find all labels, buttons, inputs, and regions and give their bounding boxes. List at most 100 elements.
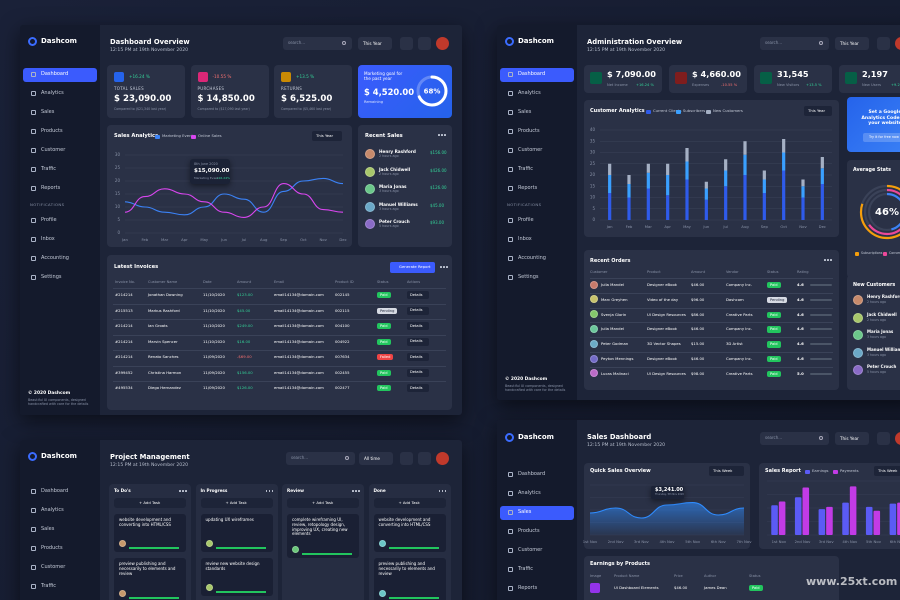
cell: Peter Godman (601, 341, 629, 347)
search-box[interactable]: search... (760, 432, 829, 445)
menu-item[interactable]: Traffic (518, 566, 534, 572)
task-text: complete wireframing UI, review, retopol… (292, 517, 348, 537)
menu-item[interactable]: Settings (518, 274, 539, 280)
search-box[interactable]: search... (286, 452, 355, 465)
filter-select[interactable]: This Year (358, 37, 392, 50)
more-dot (440, 266, 442, 268)
menu-item[interactable]: Inbox (518, 236, 532, 242)
promo-button[interactable]: Try it for free now (863, 133, 900, 142)
add-task-button[interactable]: + Add Task (373, 498, 446, 508)
row-divider (590, 307, 833, 309)
chart: 68% (416, 75, 448, 107)
header-icon[interactable] (400, 452, 413, 465)
status-badge: Paid (377, 323, 391, 330)
menu-item[interactable]: Products (41, 545, 63, 551)
filter-label: This Year (840, 436, 859, 441)
menu-item[interactable]: Customer (518, 147, 543, 153)
menu-item[interactable]: Analytics (41, 90, 64, 96)
header-icon[interactable] (877, 37, 890, 50)
menu-item[interactable]: Analytics (41, 507, 64, 513)
stat-value: 31,545 (777, 69, 809, 79)
menu-item[interactable]: Customer (41, 147, 66, 153)
details-select[interactable]: Details (407, 306, 429, 315)
details-select[interactable]: Details (407, 384, 429, 392)
stat-change: +9.2 % (891, 83, 900, 87)
menu-icon (31, 167, 36, 172)
menu-item[interactable]: Sales (518, 109, 532, 115)
add-task-button[interactable]: + Add Task (114, 498, 186, 508)
menu-item[interactable]: Sales (41, 526, 55, 532)
details-label: Details (410, 370, 423, 374)
header-icon[interactable] (436, 452, 449, 465)
menu-item[interactable]: Analytics (518, 490, 541, 496)
header-icon[interactable] (895, 37, 900, 50)
more-dot (352, 490, 354, 492)
cell: Video of the day (647, 296, 679, 302)
notifications-label: NOTIFICATIONS (30, 202, 65, 207)
menu-item[interactable]: Profile (41, 217, 57, 223)
menu-item[interactable]: Settings (41, 274, 62, 280)
filter-label: This Year (808, 107, 826, 113)
menu-item[interactable]: Inbox (41, 236, 55, 242)
menu-item[interactable]: Dashboard (41, 71, 69, 77)
filter-select[interactable]: This Year (804, 106, 832, 116)
generate-report-button[interactable]: Generate Report (390, 262, 435, 273)
menu-item[interactable]: Dashboard (518, 71, 546, 77)
filter-select[interactable]: This Year (835, 37, 869, 50)
header-icon[interactable] (418, 452, 431, 465)
progress-bar (215, 591, 266, 593)
more-dot (271, 490, 274, 492)
details-select[interactable]: Details (407, 368, 429, 377)
bar (842, 502, 849, 535)
avatar (205, 540, 213, 547)
filter-select[interactable]: This Week (874, 466, 900, 476)
bar (802, 487, 810, 535)
filter-select[interactable]: This Week (709, 466, 744, 476)
avatar (365, 166, 375, 177)
menu-item[interactable]: Reports (518, 585, 538, 591)
menu-item[interactable]: Products (41, 128, 63, 134)
menu-item[interactable]: Customer (41, 564, 66, 570)
header-icon[interactable] (400, 37, 413, 50)
avatar (590, 324, 598, 333)
menu-item[interactable]: Products (518, 528, 540, 534)
y-tick-label: 5 (592, 206, 595, 211)
x-tick-label: Jul (722, 224, 728, 229)
details-select[interactable]: Details (407, 353, 429, 361)
menu-item[interactable]: Products (518, 128, 540, 134)
filter-select[interactable]: All time (359, 452, 393, 465)
search-box[interactable]: search... (760, 37, 829, 50)
menu-item[interactable]: Reports (518, 185, 538, 191)
search-box[interactable]: search... (283, 37, 352, 50)
menu-item[interactable]: Accounting (518, 255, 546, 261)
menu-item[interactable]: Reports (41, 185, 61, 191)
header-icon[interactable] (877, 432, 890, 445)
menu-item[interactable]: Dashboard (41, 488, 69, 494)
menu-item[interactable]: Traffic (41, 583, 57, 589)
avatar (365, 149, 375, 159)
menu-item[interactable]: Dashboard (518, 471, 546, 477)
menu-item[interactable]: Profile (518, 217, 534, 223)
cell: $86.00 (691, 311, 705, 317)
add-task-button[interactable]: + Add Task (287, 498, 359, 508)
filter-select[interactable]: This Year (312, 131, 342, 141)
menu-icon (508, 91, 513, 96)
header-icon[interactable] (418, 37, 431, 50)
menu-item[interactable]: Traffic (41, 166, 57, 172)
header-icon[interactable] (895, 432, 900, 445)
menu-item[interactable]: Sales (41, 109, 55, 115)
details-select[interactable]: Details (407, 322, 429, 330)
card-title: Latest Invoices (114, 264, 159, 270)
details-select[interactable]: Details (407, 337, 429, 346)
add-task-button[interactable]: + Add Task (200, 498, 273, 508)
header-icon[interactable] (436, 37, 449, 50)
cell: email14134@domain.com (274, 385, 324, 390)
menu-item[interactable]: Customer (518, 547, 543, 553)
menu-item[interactable]: Analytics (518, 90, 541, 96)
menu-item[interactable]: Accounting (41, 255, 69, 261)
menu-item[interactable]: Traffic (518, 166, 534, 172)
details-select[interactable]: Details (407, 291, 429, 299)
menu-item[interactable]: Sales (518, 509, 532, 515)
cell: 3D Artist (726, 341, 743, 347)
filter-select[interactable]: This Year (835, 432, 869, 445)
